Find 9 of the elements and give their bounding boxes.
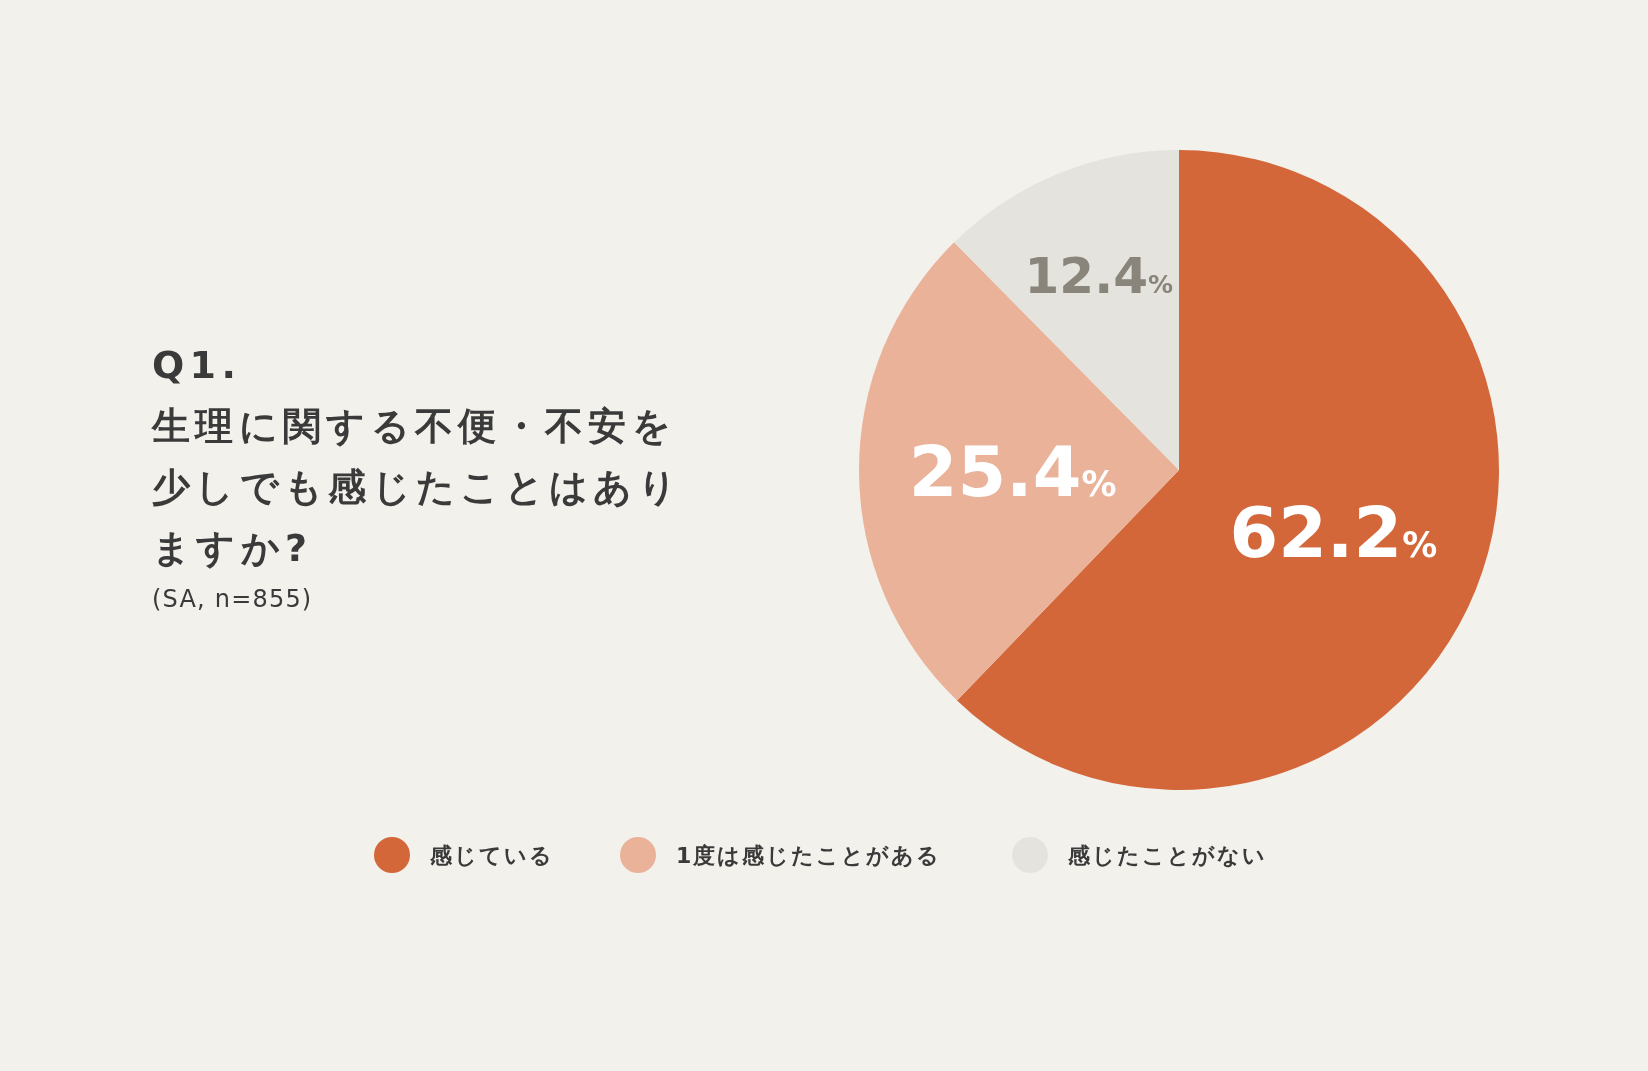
pie-slice <box>859 242 1179 701</box>
data-label: 62.2% <box>1229 492 1438 575</box>
text: (SA, n=855) <box>152 585 313 613</box>
data-label: 25.4% <box>908 431 1117 514</box>
legend-label: 感じている <box>429 843 554 868</box>
data-label: 12.4% <box>1024 246 1174 305</box>
legend-label: 感じたことがない <box>1067 843 1267 868</box>
text: Q1. 生理に関する不便・不安を少しでも感じたことはありますか? <box>152 342 683 572</box>
legend-label: 1度は感じたことがある <box>676 843 942 868</box>
